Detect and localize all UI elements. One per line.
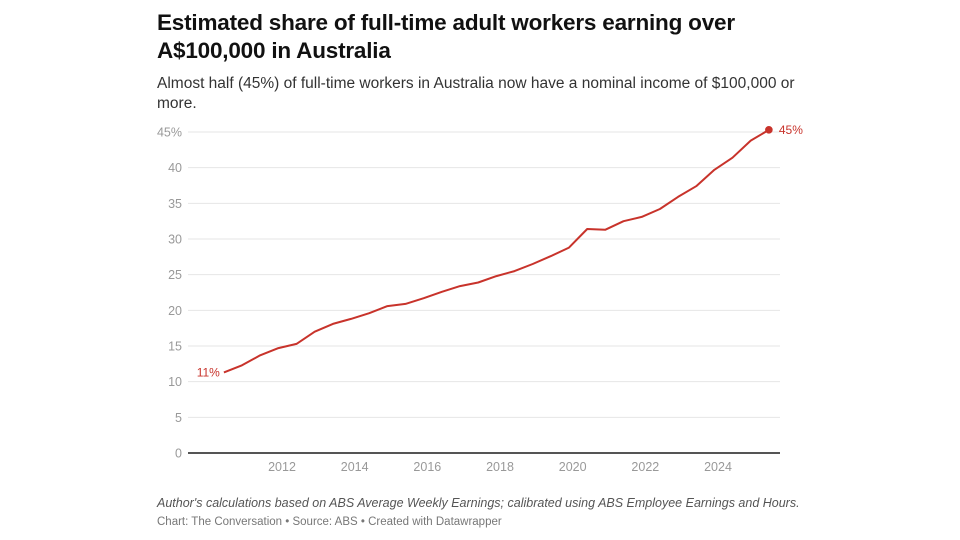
gridlines (188, 131, 780, 418)
y-tick-label: 35 (168, 197, 182, 211)
x-tick-label: 2016 (413, 460, 441, 474)
series-line (223, 129, 770, 374)
x-tick-label: 2018 (486, 460, 514, 474)
end-point-marker (765, 126, 773, 134)
y-tick-label: 15 (168, 340, 182, 354)
end-value-label: 45% (779, 123, 803, 137)
y-tick-label: 45% (157, 126, 182, 140)
y-tick-label: 0 (175, 447, 182, 461)
x-tick-label: 2022 (631, 460, 659, 474)
start-value-label: 11% (197, 365, 220, 379)
x-tick-label: 2024 (704, 460, 732, 474)
chart-subtitle: Almost half (45%) of full-time workers i… (157, 75, 795, 112)
x-tick-label: 2020 (559, 460, 587, 474)
chart-title: Estimated share of full-time adult worke… (157, 10, 735, 63)
x-axis-ticks: 2012 2014 2016 2018 2020 2022 2024 (268, 460, 732, 474)
y-tick-label: 20 (168, 304, 182, 318)
chart-byline: Chart: The Conversation • Source: ABS • … (157, 516, 502, 528)
y-tick-label: 30 (168, 233, 182, 247)
chart-notes: Author's calculations based on ABS Avera… (157, 496, 800, 510)
y-tick-label: 10 (168, 375, 182, 389)
x-tick-label: 2014 (341, 460, 369, 474)
y-tick-label: 25 (168, 268, 182, 282)
y-axis-ticks: 0 5 10 15 20 25 30 35 40 45% (157, 126, 182, 461)
y-tick-label: 40 (168, 161, 182, 175)
x-tick-label: 2012 (268, 460, 296, 474)
y-tick-label: 5 (175, 411, 182, 425)
